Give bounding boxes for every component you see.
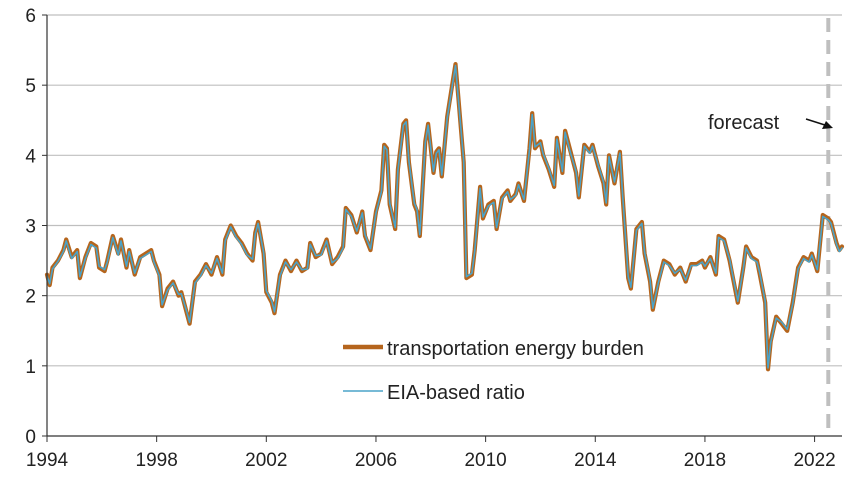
y-gridlines (47, 14, 842, 367)
series-line-transportation (44, 61, 845, 372)
x-tick-label-1998: 1998 (136, 450, 178, 471)
legend: transportation energy burden EIA-based r… (343, 338, 644, 404)
y-tick-label-2: 2 (25, 287, 36, 308)
x-tick-label-2010: 2010 (464, 450, 506, 471)
y-tick-label-6: 6 (25, 6, 36, 27)
x-tick-label-2018: 2018 (684, 450, 726, 471)
forecast-label: forecast (708, 112, 780, 134)
forecast-annotation: forecast (708, 112, 833, 134)
x-axis-ticks: 1994 1998 2002 2006 2010 2014 2018 2022 (26, 436, 836, 471)
x-tick-label-2002: 2002 (245, 450, 287, 471)
y-tick-label-3: 3 (25, 217, 36, 238)
y-axis-ticks: 0 1 2 3 4 5 6 (25, 6, 47, 448)
y-tick-label-0: 0 (25, 427, 36, 448)
legend-label-transportation: transportation energy burden (387, 338, 644, 360)
series-lines (44, 61, 845, 372)
x-tick-label-1994: 1994 (26, 450, 69, 471)
x-tick-label-2022: 2022 (793, 450, 835, 471)
y-tick-label-5: 5 (25, 76, 36, 97)
x-tick-label-2014: 2014 (574, 450, 617, 471)
y-tick-label-4: 4 (25, 146, 36, 167)
forecast-arrowhead (822, 121, 833, 129)
x-tick-label-2006: 2006 (355, 450, 397, 471)
series-line-eia (46, 64, 843, 369)
legend-label-eia: EIA-based ratio (387, 382, 525, 404)
y-tick-label-1: 1 (25, 357, 36, 378)
